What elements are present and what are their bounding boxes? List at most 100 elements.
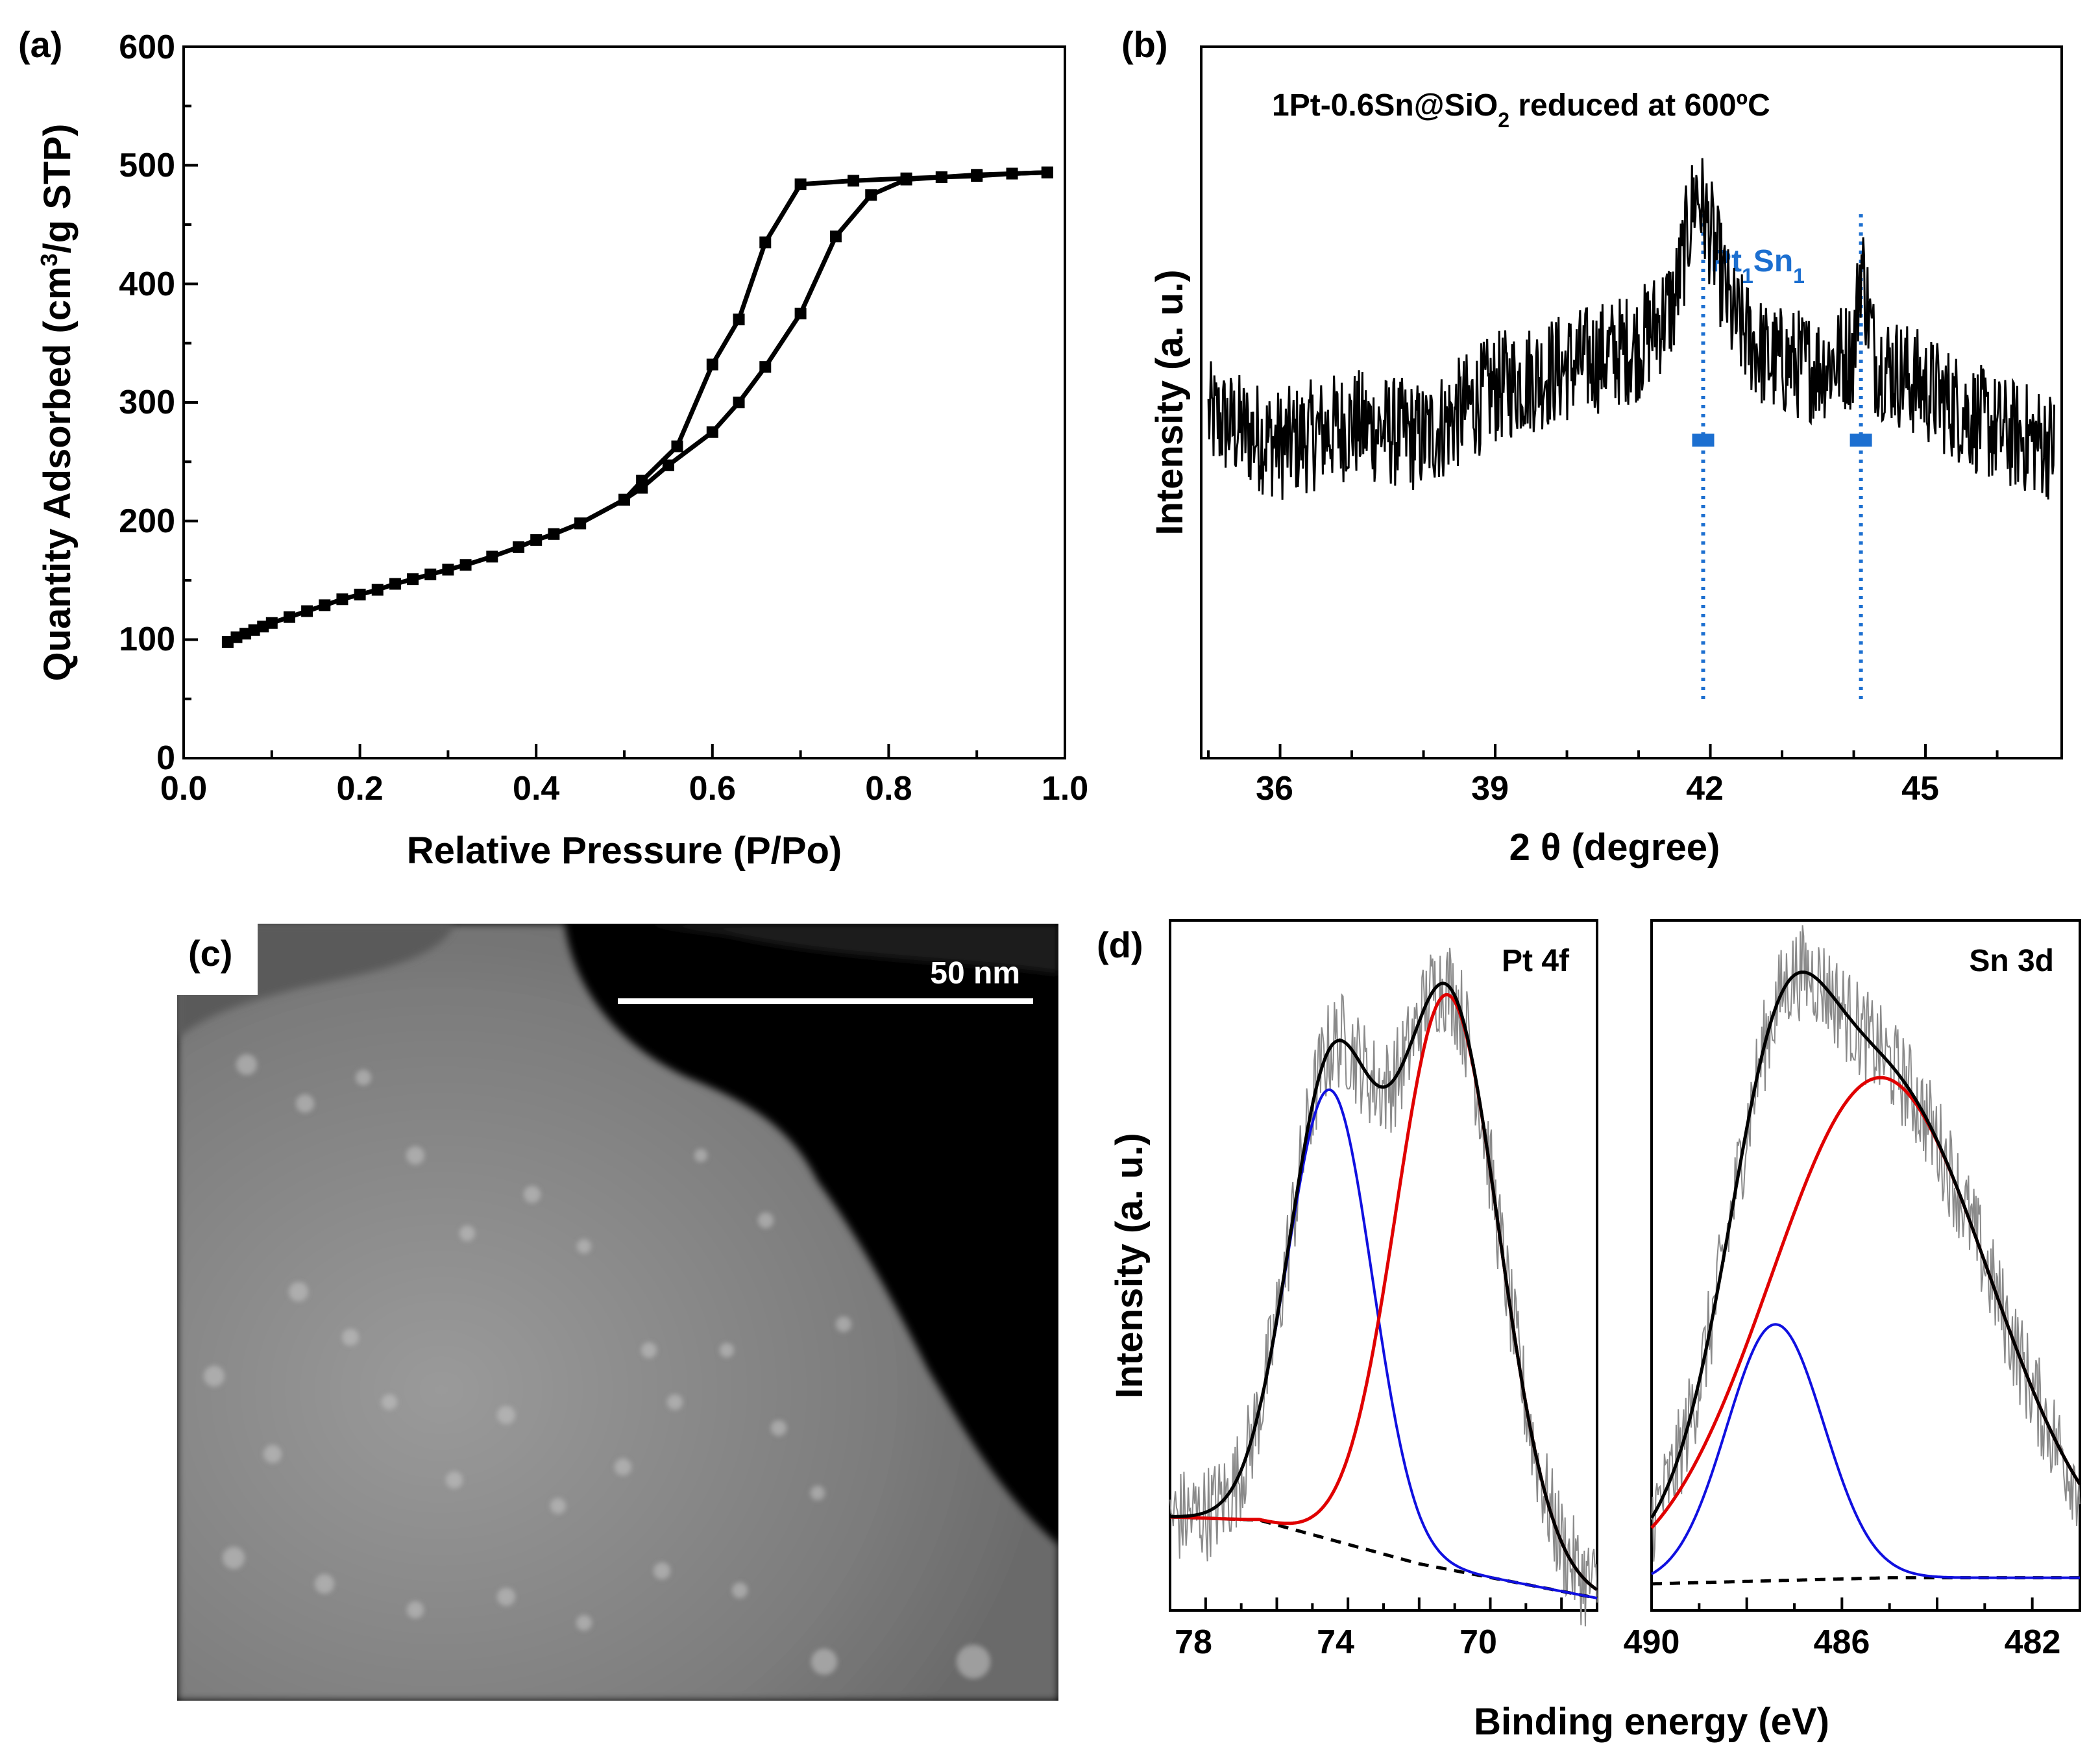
fit-component-blue <box>1170 1088 1598 1599</box>
desorption-point <box>618 493 630 506</box>
adsorption-point <box>221 635 234 648</box>
reference-peak-marker <box>1692 434 1715 447</box>
dark-top-right-region <box>642 924 1058 974</box>
y-axis-title-a-superscript: 3 <box>36 253 62 266</box>
x-tick-label: 36 <box>1256 770 1293 808</box>
nanoparticle-spot <box>342 1329 359 1346</box>
nanoparticle-spot <box>406 1146 424 1165</box>
xps-curves <box>1169 925 2082 1627</box>
adsorption-point <box>371 584 384 596</box>
x-axis-title-a: Relative Pressure (P/Po) <box>407 830 842 872</box>
adsorption-point <box>248 624 260 636</box>
nanoparticle-spot <box>576 1615 592 1631</box>
adsorption-point <box>513 541 525 553</box>
nanoparticle-spot <box>811 1649 837 1675</box>
nanoparticle-spots <box>204 1054 990 1679</box>
nanoparticle-spot <box>811 1486 825 1500</box>
fit-component-red <box>1169 992 1598 1592</box>
plot-frame-sn3d <box>1650 919 2081 1612</box>
scale-bar-label: 50 nm <box>930 956 1020 991</box>
nanoparticle-spot <box>497 1588 515 1606</box>
x-axis-title-b: 2 θ (degree) <box>1509 826 1720 869</box>
raw-spectrum <box>1651 925 2081 1562</box>
y-tick-label: 200 <box>119 502 175 540</box>
y-tick-label: 0 <box>156 739 175 777</box>
x-tick-label: 0.8 <box>865 770 912 808</box>
y-axis-title-b: Intensity (a. u.) <box>1149 269 1191 535</box>
y-tick-label: 600 <box>119 29 175 66</box>
desorption-point <box>636 475 648 487</box>
adsorption-point <box>301 605 313 617</box>
y-tick-label: 300 <box>119 384 175 421</box>
nanoparticle-spot <box>641 1342 657 1358</box>
desorption-point <box>574 517 587 530</box>
adsorption-point <box>829 230 842 243</box>
adsorption-point <box>257 621 269 633</box>
adsorption-point <box>424 568 437 580</box>
plot-frame-b <box>1200 45 2063 759</box>
y-axis-title-d: Intensity (a. u.) <box>1108 1133 1151 1398</box>
adsorption-point <box>230 631 243 643</box>
nanoparticle-spot <box>446 1472 463 1488</box>
nanoparticle-spot <box>236 1054 257 1075</box>
x-tick-label: 78 <box>1175 1623 1212 1661</box>
fit-component-blue <box>1650 1323 2080 1579</box>
x-tick-label: 42 <box>1686 770 1724 808</box>
plot-frame-a <box>182 45 1066 759</box>
nanoparticle-spot <box>667 1394 683 1410</box>
y-axis-title-a-part1: Quantity Adsorbed (cm <box>36 266 79 681</box>
desorption-point <box>794 178 807 190</box>
x-tick-label: 74 <box>1317 1623 1354 1661</box>
nanoparticle-spot <box>836 1316 851 1332</box>
adsorption-point <box>733 397 745 408</box>
panel-label-c: (c) <box>188 933 232 974</box>
adsorption-point <box>759 361 772 373</box>
panel-b: (b) 36 39 42 45 2 θ (degree) Intensity (… <box>1121 24 2063 869</box>
ref-label-sn: Sn <box>1753 244 1793 278</box>
adsorption-line <box>226 170 1047 645</box>
desorption-line <box>579 170 1047 526</box>
nanoparticle-spot <box>957 1645 990 1679</box>
nanoparticle-spot <box>382 1394 397 1410</box>
x-tick-label: 0.2 <box>336 770 383 808</box>
nanoparticle-spot <box>720 1343 734 1357</box>
nanoparticle-spot <box>524 1186 541 1203</box>
desorption-point <box>971 169 983 181</box>
sample-title: 1Pt-0.6Sn@SiO2 reduced at 600ºC <box>1272 88 1770 132</box>
nanoparticle-spot <box>758 1213 774 1228</box>
desorption-point <box>706 358 718 371</box>
y-tick-label: 400 <box>119 265 175 303</box>
adsorption-point <box>486 550 498 563</box>
nanoparticle-spot <box>771 1420 787 1436</box>
y-tick-label: 100 <box>119 621 175 658</box>
plot-frame-pt4f <box>1169 919 1598 1612</box>
x-tick-label: 1.0 <box>1042 770 1088 808</box>
panel-d: (d) Pt 4f Sn 3d 78 74 70 490 486 482 Bin… <box>1097 919 2082 1743</box>
axis-ticks-d <box>1169 1597 2081 1610</box>
desorption-point <box>671 440 683 452</box>
x-tick-label: 45 <box>1901 770 1939 808</box>
x-tick-label: 0.0 <box>160 770 207 808</box>
nanoparticle-spot <box>653 1562 670 1579</box>
silica-particle <box>177 924 1058 1701</box>
axis-ticks-a <box>182 45 1066 759</box>
adsorption-point <box>530 534 543 546</box>
nanoparticle-spot <box>289 1282 308 1301</box>
nanoparticle-spot <box>615 1459 631 1475</box>
xrd-pattern <box>1207 158 2055 500</box>
panel-label-d: (d) <box>1097 924 1143 965</box>
nanoparticle-spot <box>694 1149 707 1162</box>
adsorption-point <box>283 611 295 623</box>
isotherm-series <box>221 166 1053 648</box>
scale-bar <box>618 998 1033 1004</box>
panel-c: (c) 50 nm <box>177 924 1058 1701</box>
x-tick-label: 70 <box>1459 1623 1497 1661</box>
desorption-point <box>1041 166 1053 179</box>
adsorption-point <box>865 189 877 201</box>
fit-envelope <box>1170 981 1598 1592</box>
y-axis-title-a: Quantity Adsorbed (cm3/g STP) <box>36 124 79 682</box>
sample-title-subscript: 2 <box>1498 108 1509 132</box>
adsorption-point <box>662 459 674 471</box>
fit-envelope <box>1650 970 2082 1519</box>
